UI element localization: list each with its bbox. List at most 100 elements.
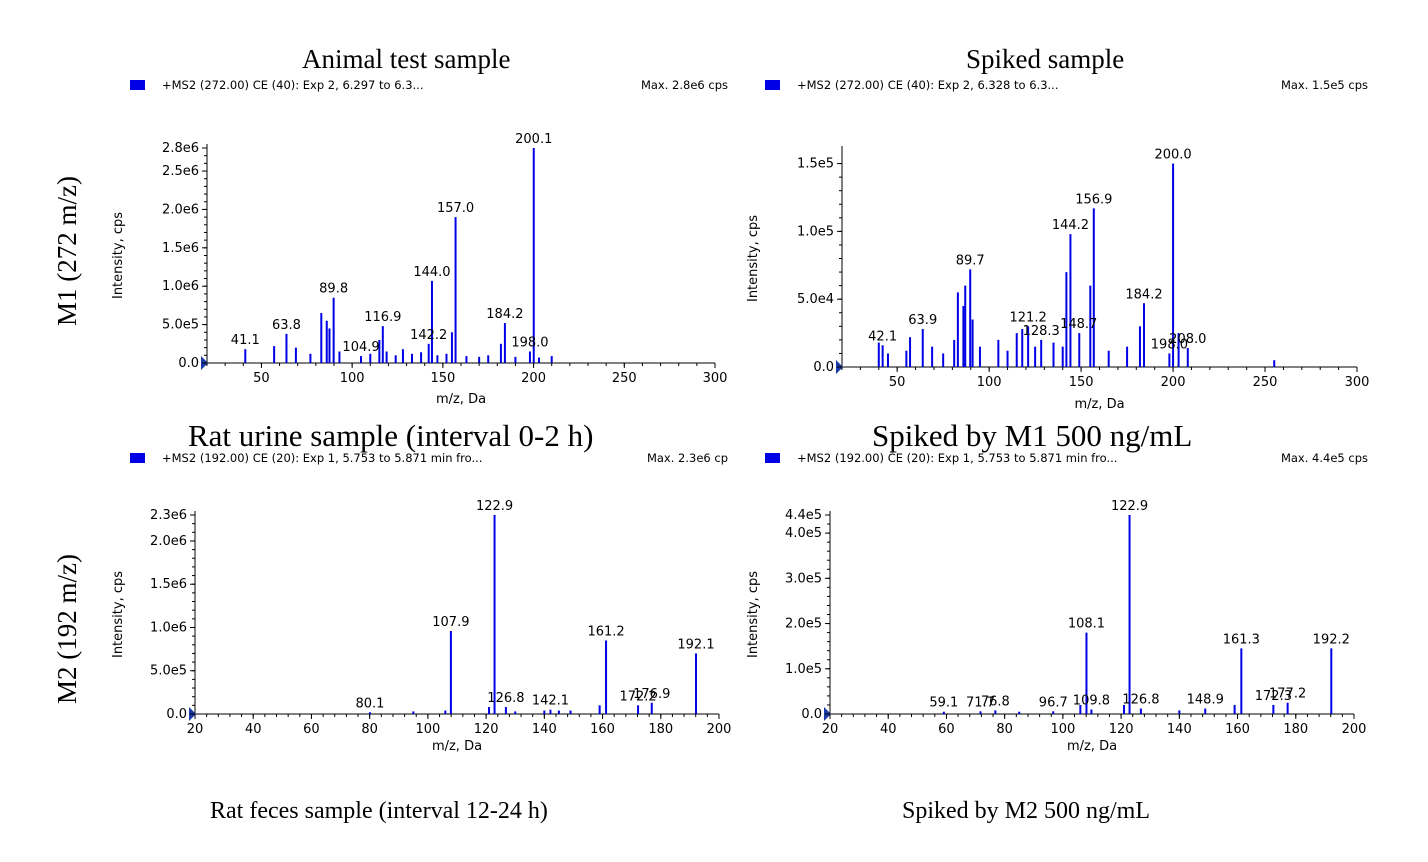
peak-label: 208.0 [1169, 332, 1206, 347]
spectrum-chart-m2-feces: +MS2 (192.00) CE (20): Exp 1, 5.753 to 5… [111, 451, 732, 754]
peak-label: 177.2 [1269, 687, 1306, 702]
x-tick-label: 40 [245, 722, 262, 737]
x-tick-label: 150 [1069, 375, 1094, 390]
peak-label: 42.1 [868, 329, 897, 344]
x-tick-label: 80 [996, 722, 1013, 737]
caption-rat-feces: Rat feces sample (interval 12-24 h) [210, 798, 548, 824]
x-axis-label: m/z, Da [1074, 397, 1124, 412]
peak-label: 116.9 [364, 310, 401, 325]
x-tick-label: 40 [880, 722, 897, 737]
y-axis-label: Intensity, cps [111, 212, 126, 299]
row-label-m2: M2 (192 m/z) [52, 554, 82, 704]
x-tick-label: 80 [361, 722, 378, 737]
peak-label: 142.1 [532, 694, 569, 709]
scan-header: +MS2 (192.00) CE (20): Exp 1, 5.753 to 5… [797, 451, 1117, 465]
y-tick-label: 3.0e5 [785, 571, 822, 586]
x-tick-label: 60 [303, 722, 320, 737]
peak-label: 144.0 [413, 265, 450, 280]
peak-label: 161.3 [1223, 632, 1260, 647]
y-tick-label: 0.0 [801, 707, 822, 722]
y-tick-label: 5.0e4 [797, 292, 834, 307]
y-tick-label: 0.0 [166, 707, 187, 722]
max-intensity-label: Max. 2.8e6 cps [641, 78, 728, 92]
y-tick-label: 1.5e6 [150, 577, 187, 592]
peak-label: 184.2 [1125, 287, 1162, 302]
y-tick-label: 2.0e6 [162, 202, 199, 217]
x-tick-label: 200 [521, 371, 546, 386]
x-tick-label: 60 [938, 722, 955, 737]
peak-label: 89.8 [319, 282, 348, 297]
spectrum-panel-m2-spiked: +MS2 (192.00) CE (20): Exp 1, 5.753 to 5… [735, 445, 1375, 765]
y-axis-label: Intensity, cps [111, 571, 126, 658]
y-tick-label: 1.0e6 [162, 279, 199, 294]
caption-spiked-m1: Spiked by M1 500 ng/mL [872, 418, 1193, 453]
x-tick-label: 120 [474, 722, 499, 737]
y-tick-label: 2.8e6 [162, 141, 199, 156]
y-tick-label: 1.0e6 [150, 620, 187, 635]
peak-label: 148.7 [1060, 317, 1097, 332]
x-tick-label: 180 [1283, 722, 1308, 737]
y-tick-label: 2.0e6 [150, 534, 187, 549]
spectrum-panel-m1-spiked: +MS2 (272.00) CE (40): Exp 2, 6.328 to 6… [735, 70, 1375, 420]
scan-header: +MS2 (192.00) CE (20): Exp 1, 5.753 to 5… [162, 451, 482, 465]
y-tick-label: 2.5e6 [162, 164, 199, 179]
legend-marker [130, 453, 145, 463]
peak-label: 192.2 [1313, 632, 1350, 647]
x-tick-label: 100 [1050, 722, 1075, 737]
peak-label: 122.9 [1111, 499, 1148, 514]
peak-label: 144.2 [1052, 218, 1089, 233]
y-axis-label: Intensity, cps [746, 571, 761, 658]
y-tick-label: 2.0e5 [785, 617, 822, 632]
y-tick-label: 1.0e5 [797, 224, 834, 239]
y-tick-label: 4.0e5 [785, 526, 822, 541]
y-tick-label: 4.4e5 [785, 508, 822, 523]
legend-marker [765, 80, 780, 90]
scan-header: +MS2 (272.00) CE (40): Exp 2, 6.297 to 6… [162, 78, 423, 92]
x-tick-label: 180 [648, 722, 673, 737]
x-tick-label: 200 [1342, 722, 1367, 737]
peak-label: 122.9 [476, 499, 513, 514]
peak-label: 108.1 [1068, 617, 1105, 632]
x-tick-label: 250 [1253, 375, 1278, 390]
y-tick-label: 0.0 [813, 360, 834, 375]
x-tick-label: 140 [532, 722, 557, 737]
spectrum-chart-m2-spiked: +MS2 (192.00) CE (20): Exp 1, 5.753 to 5… [746, 451, 1368, 754]
x-tick-label: 200 [707, 722, 732, 737]
y-tick-label: 1.0e5 [785, 662, 822, 677]
spectrum-chart-m1-animal: +MS2 (272.00) CE (40): Exp 2, 6.297 to 6… [111, 78, 728, 407]
caption-spiked-m2: Spiked by M2 500 ng/mL [902, 798, 1151, 824]
x-tick-label: 50 [889, 375, 906, 390]
spectrum-panel-m1-animal: +MS2 (272.00) CE (40): Exp 2, 6.297 to 6… [100, 70, 740, 420]
peak-label: 172.2 [619, 689, 656, 704]
x-tick-label: 160 [1225, 722, 1250, 737]
x-tick-label: 300 [703, 371, 728, 386]
y-tick-label: 5.0e5 [150, 664, 187, 679]
x-tick-label: 100 [415, 722, 440, 737]
peak-label: 156.9 [1075, 192, 1112, 207]
peak-label: 109.8 [1073, 693, 1110, 708]
x-tick-label: 120 [1109, 722, 1134, 737]
peak-label: 63.9 [908, 313, 937, 328]
x-tick-label: 20 [187, 722, 204, 737]
x-tick-label: 140 [1167, 722, 1192, 737]
peak-label: 121.2 [1010, 310, 1047, 325]
peak-label: 128.3 [1023, 324, 1060, 339]
panel-title-animal-test: Animal test sample [302, 44, 511, 74]
x-tick-label: 150 [430, 371, 455, 386]
x-tick-label: 20 [822, 722, 839, 737]
y-tick-label: 2.3e6 [150, 508, 187, 523]
y-tick-label: 1.5e6 [162, 241, 199, 256]
y-tick-label: 5.0e5 [162, 318, 199, 333]
x-axis-label: m/z, Da [436, 392, 486, 407]
spectrum-chart-m1-spiked: +MS2 (272.00) CE (40): Exp 2, 6.328 to 6… [746, 78, 1369, 412]
peak-label: 157.0 [437, 201, 474, 216]
row-label-m1: M1 (272 m/z) [52, 176, 82, 326]
peak-label: 80.1 [355, 696, 384, 711]
peak-label: 59.1 [929, 696, 958, 711]
x-tick-label: 50 [253, 371, 270, 386]
peak-label: 184.2 [486, 307, 523, 322]
x-tick-label: 200 [1161, 375, 1186, 390]
peak-label: 63.8 [272, 318, 301, 333]
peak-label: 172.3 [1255, 689, 1292, 704]
max-intensity-label: Max. 4.4e5 cps [1281, 451, 1368, 465]
